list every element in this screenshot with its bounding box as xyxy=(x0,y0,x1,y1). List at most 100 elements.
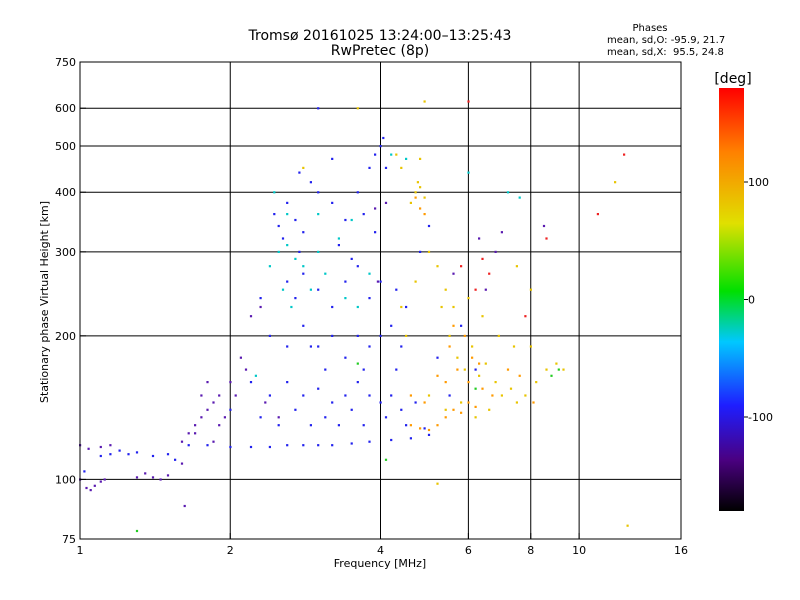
data-point xyxy=(400,305,403,309)
data-point xyxy=(542,224,546,228)
data-point xyxy=(264,401,267,404)
data-point xyxy=(390,324,393,327)
data-point xyxy=(135,451,139,454)
data-point xyxy=(356,265,359,268)
data-point xyxy=(384,201,388,204)
data-point xyxy=(444,416,447,419)
y-tick-label: 200 xyxy=(55,330,76,343)
data-point xyxy=(166,453,170,456)
y-axis-ticks: 75 100 200 300 400 500 600 750 xyxy=(55,56,86,546)
data-point xyxy=(494,381,497,384)
y-tick-label: 300 xyxy=(55,246,76,259)
data-point xyxy=(474,387,477,390)
data-point xyxy=(268,265,271,268)
data-point xyxy=(532,401,535,404)
x-tick-label: 1 xyxy=(77,544,84,557)
data-point xyxy=(302,231,305,234)
data-point xyxy=(535,381,538,384)
data-point xyxy=(400,408,403,411)
x-tick-label: 2 xyxy=(227,544,234,557)
data-point xyxy=(368,272,371,275)
data-point xyxy=(456,356,459,359)
data-point xyxy=(463,334,466,337)
colorbar-tick-label: 100 xyxy=(748,176,769,189)
chart-title: Tromsø 20161025 13:24:00–13:25:43 xyxy=(248,28,512,44)
data-point xyxy=(423,401,426,404)
data-point xyxy=(273,191,276,194)
data-point xyxy=(405,305,408,309)
data-point xyxy=(324,416,327,419)
data-point xyxy=(423,100,426,103)
data-point xyxy=(444,408,447,411)
data-point xyxy=(259,305,262,309)
data-point xyxy=(390,153,393,156)
data-point xyxy=(350,442,353,445)
colorbar-tick-label: 0 xyxy=(748,294,755,307)
data-point xyxy=(481,315,484,318)
data-point xyxy=(384,416,388,419)
chart-subtitle: RwPretec (8p) xyxy=(331,43,429,59)
data-point xyxy=(419,250,422,253)
data-point xyxy=(337,237,340,240)
data-point xyxy=(467,401,470,404)
data-point xyxy=(368,394,371,397)
data-point xyxy=(151,476,155,479)
data-point xyxy=(384,458,388,461)
data-point xyxy=(281,288,285,291)
data-point xyxy=(229,445,232,449)
data-point xyxy=(309,181,312,184)
data-point xyxy=(390,394,393,397)
data-point xyxy=(187,444,190,447)
data-point xyxy=(518,196,521,199)
data-point xyxy=(317,345,320,348)
data-point xyxy=(368,345,371,348)
x-tick-label: 8 xyxy=(527,544,534,557)
data-point xyxy=(183,504,186,508)
data-point xyxy=(474,288,477,291)
data-point xyxy=(331,201,334,204)
data-point xyxy=(294,257,297,260)
data-point xyxy=(344,280,347,283)
colorbar-tick-label: -100 xyxy=(748,411,773,424)
data-point xyxy=(555,362,558,365)
data-point xyxy=(444,288,447,291)
data-point xyxy=(463,368,466,371)
data-point xyxy=(416,181,419,184)
data-point xyxy=(87,447,90,450)
data-point xyxy=(423,213,426,216)
data-point xyxy=(317,191,320,194)
data-point xyxy=(302,444,305,447)
data-point xyxy=(484,362,487,365)
data-point xyxy=(317,387,320,390)
data-point xyxy=(317,288,320,291)
data-point xyxy=(395,153,398,156)
data-point xyxy=(302,394,305,397)
data-point xyxy=(324,368,327,371)
data-point xyxy=(460,265,463,268)
data-point xyxy=(488,272,491,275)
data-point xyxy=(436,356,439,359)
data-point xyxy=(484,288,487,291)
data-point xyxy=(356,362,359,365)
data-point xyxy=(379,145,382,148)
data-point xyxy=(356,107,359,110)
data-point xyxy=(509,387,513,390)
data-point xyxy=(452,324,455,327)
data-point xyxy=(277,224,280,228)
data-point xyxy=(180,462,184,465)
data-point xyxy=(194,424,197,427)
y-tick-label: 400 xyxy=(55,186,76,199)
data-point xyxy=(423,196,426,199)
data-point xyxy=(405,334,408,337)
data-point xyxy=(99,445,102,449)
phase-stats-o: mean, sd,O: -95.9, 21.7 xyxy=(607,35,725,46)
data-point xyxy=(427,394,431,397)
data-point xyxy=(166,474,170,477)
data-point xyxy=(286,244,289,247)
x-tick-label: 6 xyxy=(465,544,472,557)
data-point xyxy=(317,107,320,110)
data-point xyxy=(286,381,289,384)
data-point xyxy=(277,416,280,419)
data-point xyxy=(414,191,417,194)
